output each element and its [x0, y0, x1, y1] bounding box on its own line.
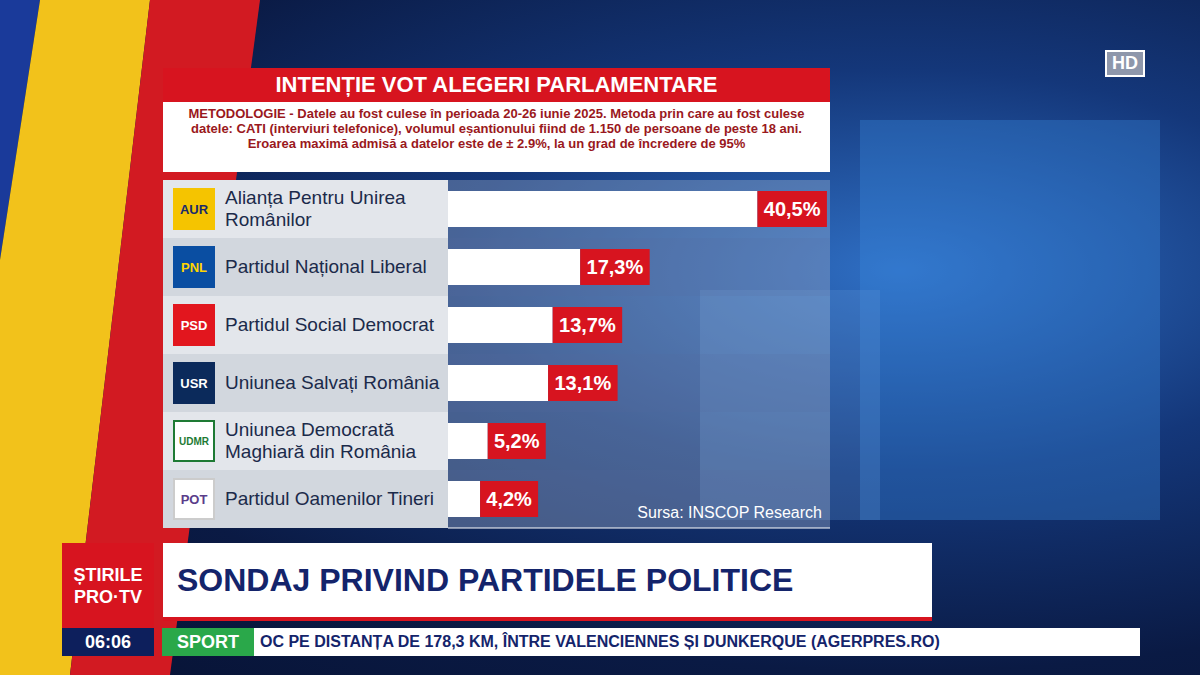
svg-text:17,3%: 17,3% [587, 256, 644, 278]
html-text:Partidul Oamenilor Tineri: Partidul Oamenilor Tineri [225, 488, 435, 509]
html-text:POT: POT [180, 491, 208, 507]
html-text:Sursa: INSCOP Research: Sursa: INSCOP Research [637, 504, 822, 521]
svg-text:40,5%: 40,5% [764, 198, 821, 220]
html-text:OC PE DISTANȚA DE 178,3 KM, ÎN: OC PE DISTANȚA DE 178,3 KM, ÎNTRE VALENC… [260, 633, 940, 650]
html-text:INTENȚIE VOT ALEGERI PARLAMENT: INTENȚIE VOT ALEGERI PARLAMENTARE [275, 72, 718, 97]
svg-text:13,7%: 13,7% [559, 314, 616, 336]
html-text:PRO·TV: PRO·TV [74, 586, 142, 607]
html-text:Uniunea Democrată Maghiară din: Uniunea Democrată Maghiară din România [225, 419, 417, 462]
html-text:Uniunea Salvați România: Uniunea Salvați România [225, 372, 440, 393]
html-text:HD: HD [1112, 53, 1138, 73]
html-text:Partidul Social Democrat: Partidul Social Democrat [225, 314, 435, 335]
html-text:ȘTIRILE: ȘTIRILE [73, 564, 143, 585]
html-text:AUR: AUR [179, 201, 209, 217]
html-text:PSD: PSD [180, 317, 208, 333]
svg-text:13,1%: 13,1% [554, 372, 611, 394]
html-text:USR: USR [180, 375, 208, 391]
html-text:SONDAJ PRIVIND PARTIDELE POLIT: SONDAJ PRIVIND PARTIDELE POLITICE [177, 561, 794, 598]
svg-text:5,2%: 5,2% [494, 430, 540, 452]
svg-text:4,2%: 4,2% [486, 488, 532, 510]
html-text:Alianța Pentru Unirea Românilo: Alianța Pentru Unirea Românilor [225, 187, 406, 230]
html-text:UDMR: UDMR [179, 435, 209, 447]
html-text:SPORT: SPORT [177, 631, 239, 652]
html-text:PNL: PNL [181, 259, 207, 275]
html-text:METODOLOGIE - Datele au fost c: METODOLOGIE - Datele au fost culese în p… [188, 106, 805, 151]
html-text:06:06: 06:06 [85, 631, 131, 652]
html-text:Partidul Național Liberal: Partidul Național Liberal [225, 256, 427, 277]
